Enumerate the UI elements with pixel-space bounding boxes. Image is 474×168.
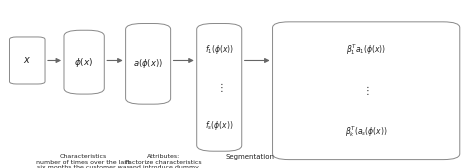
FancyBboxPatch shape <box>64 30 104 94</box>
Text: Segmentation: Segmentation <box>225 154 274 160</box>
FancyBboxPatch shape <box>197 24 242 151</box>
Text: $\vdots$: $\vdots$ <box>216 81 223 94</box>
Text: $f_1(\phi(x))$: $f_1(\phi(x))$ <box>205 43 234 56</box>
FancyBboxPatch shape <box>126 24 171 104</box>
Text: $\beta_k^T(a_s(\phi(x))$: $\beta_k^T(a_s(\phi(x))$ <box>345 125 387 139</box>
FancyBboxPatch shape <box>273 22 460 160</box>
Text: $x$: $x$ <box>23 55 31 66</box>
Text: $\vdots$: $\vdots$ <box>363 84 370 97</box>
Text: $f_s(\phi(x))$: $f_s(\phi(x))$ <box>205 119 234 132</box>
Text: Attributes:
Factorize characteristics
and introduce dummy
variables: Attributes: Factorize characteristics an… <box>125 154 202 168</box>
Text: $\beta_1^T a_1(\phi(x))$: $\beta_1^T a_1(\phi(x))$ <box>346 42 386 57</box>
Text: $a(\phi(x))$: $a(\phi(x))$ <box>133 57 163 70</box>
Text: Characteristics
number of times over the last
six months the customer was
more t: Characteristics number of times over the… <box>36 154 130 168</box>
FancyBboxPatch shape <box>9 37 45 84</box>
Text: $\phi(x)$: $\phi(x)$ <box>74 56 94 69</box>
